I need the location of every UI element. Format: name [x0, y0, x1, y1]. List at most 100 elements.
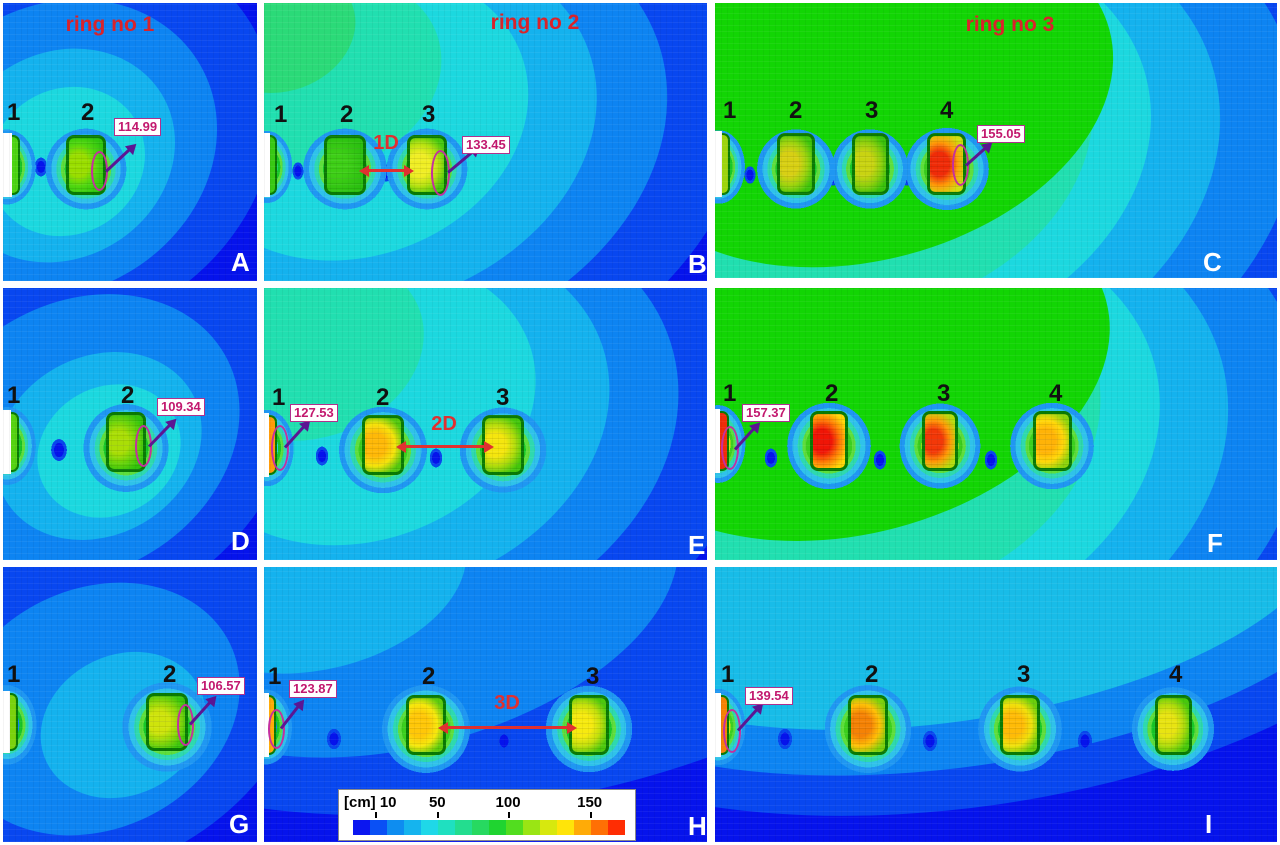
pile-number: 2 — [163, 661, 177, 688]
max-scour-value: 157.37 — [742, 404, 790, 422]
panel-title: ring no 3 — [965, 13, 1055, 36]
deposition-spot-1 — [495, 728, 513, 754]
max-scour-value: 127.53 — [290, 404, 338, 422]
pile-2 — [848, 695, 888, 755]
spacing-label: 1D — [373, 132, 399, 154]
panel-letter: D — [231, 526, 250, 556]
pile-number: 3 — [496, 384, 510, 411]
deposition-spot-0 — [49, 436, 69, 464]
pile-number: 4 — [1169, 661, 1183, 688]
panel-I: 1 2 3 4 139.54 I — [715, 567, 1277, 842]
max-scour-value: 155.05 — [977, 125, 1025, 143]
panel-G: 1 2 106.57 G — [3, 567, 257, 842]
pile-number: 1 — [721, 661, 735, 688]
colorbar-tick-label: 50 — [428, 794, 446, 811]
pile-number: 3 — [865, 97, 879, 124]
pile-3 — [569, 695, 609, 755]
deposition-spot-0 — [325, 726, 343, 752]
pile-number: 2 — [865, 661, 879, 688]
cut-pile-white — [264, 133, 270, 197]
pile-number: 2 — [422, 663, 436, 690]
colorbar-gradient — [353, 820, 625, 835]
colorbar-segment — [574, 820, 591, 835]
pile-number: 2 — [121, 382, 135, 409]
panel-letter: G — [229, 809, 250, 839]
panel-letter: C — [1203, 247, 1222, 277]
cut-pile-strip — [11, 412, 19, 472]
max-scour-ellipse — [430, 150, 450, 196]
cut-pile-white — [3, 133, 12, 197]
colorbar-tick-label: 100 — [495, 794, 521, 811]
pile-number: 2 — [340, 101, 354, 128]
colorbar-unit-label: [cm] 10 — [344, 794, 397, 811]
max-scour-value: 133.45 — [462, 136, 510, 154]
panel-letter: E — [688, 530, 706, 560]
pile-number: 2 — [376, 384, 390, 411]
panel-B: 1 2 3 ring no 2 1D 133.45 B — [264, 3, 707, 281]
colorbar-segment — [370, 820, 387, 835]
colorbar-segment — [523, 820, 540, 835]
pile-2 — [777, 133, 815, 195]
pile-number: 2 — [789, 97, 803, 124]
max-scour-ellipse — [723, 709, 741, 753]
spacing-label: 2D — [431, 413, 457, 435]
panel-H: 1 2 3 3D 123.87 H [cm] 10 50 100 150 — [264, 567, 707, 842]
max-scour-ellipse — [271, 425, 289, 471]
pile-number: 1 — [274, 101, 288, 128]
colorbar-segment — [540, 820, 557, 835]
panel-C: 1 2 3 4 ring no 3 155.05 C — [715, 3, 1277, 278]
pile-number: 1 — [268, 663, 282, 690]
pile-number: 3 — [586, 663, 600, 690]
cut-pile-white — [715, 131, 722, 197]
pile-number: 1 — [7, 382, 21, 409]
pile-2 — [362, 415, 404, 475]
panel-D: 1 2 109.34 D — [3, 288, 257, 560]
pile-number: 1 — [723, 380, 737, 407]
deposition-spot-2 — [1076, 728, 1094, 754]
colorbar-segment — [404, 820, 421, 835]
colorbar-segment — [438, 820, 455, 835]
pile-number: 2 — [825, 380, 839, 407]
panel-F: 1 2 3 4 157.37 F — [715, 288, 1277, 560]
pile-number: 4 — [940, 97, 954, 124]
panel-letter: A — [231, 247, 250, 277]
max-scour-value: 114.99 — [114, 118, 162, 136]
cut-pile-white — [264, 413, 269, 477]
pile-number: 1 — [7, 99, 21, 126]
pile-3 — [1000, 695, 1040, 755]
colorbar-segment — [608, 820, 625, 835]
pile-4 — [1033, 411, 1072, 471]
spacing-label: 3D — [494, 692, 520, 714]
colorbar-tick — [508, 812, 511, 818]
panel-letter: H — [688, 811, 707, 841]
pile-number: 1 — [272, 384, 286, 411]
colorbar-segment — [489, 820, 506, 835]
max-scour-value: 106.57 — [197, 677, 245, 695]
panel-E: 1 2 3 2D 127.53 E — [264, 288, 707, 560]
pile-number: 3 — [1017, 661, 1031, 688]
pile-3 — [852, 133, 889, 195]
pile-number: 2 — [81, 99, 95, 126]
pile-number: 1 — [723, 97, 737, 124]
colorbar-tick — [437, 812, 440, 818]
spacing-arrow — [438, 721, 577, 734]
pile-number: 4 — [1049, 380, 1063, 407]
panel-letter: I — [1205, 809, 1213, 839]
spacing-arrow — [359, 164, 414, 177]
cut-pile-strip — [10, 693, 18, 751]
colorbar-segment — [472, 820, 489, 835]
spacing-arrow — [396, 440, 494, 453]
cut-pile-strip — [270, 135, 277, 195]
max-scour-value: 109.34 — [157, 398, 205, 416]
panel-letter: F — [1207, 528, 1223, 558]
max-scour-value: 123.87 — [289, 680, 337, 698]
colorbar-segment — [557, 820, 574, 835]
colorbar-legend: [cm] 10 50 100 150 — [338, 789, 636, 841]
pile-2 — [810, 411, 848, 471]
pile-number: 3 — [422, 101, 436, 128]
panel-letter: B — [688, 249, 707, 279]
pile-4 — [1155, 695, 1192, 755]
colorbar-segment — [353, 820, 370, 835]
cut-pile-white — [3, 410, 11, 474]
colorbar-segment — [455, 820, 472, 835]
